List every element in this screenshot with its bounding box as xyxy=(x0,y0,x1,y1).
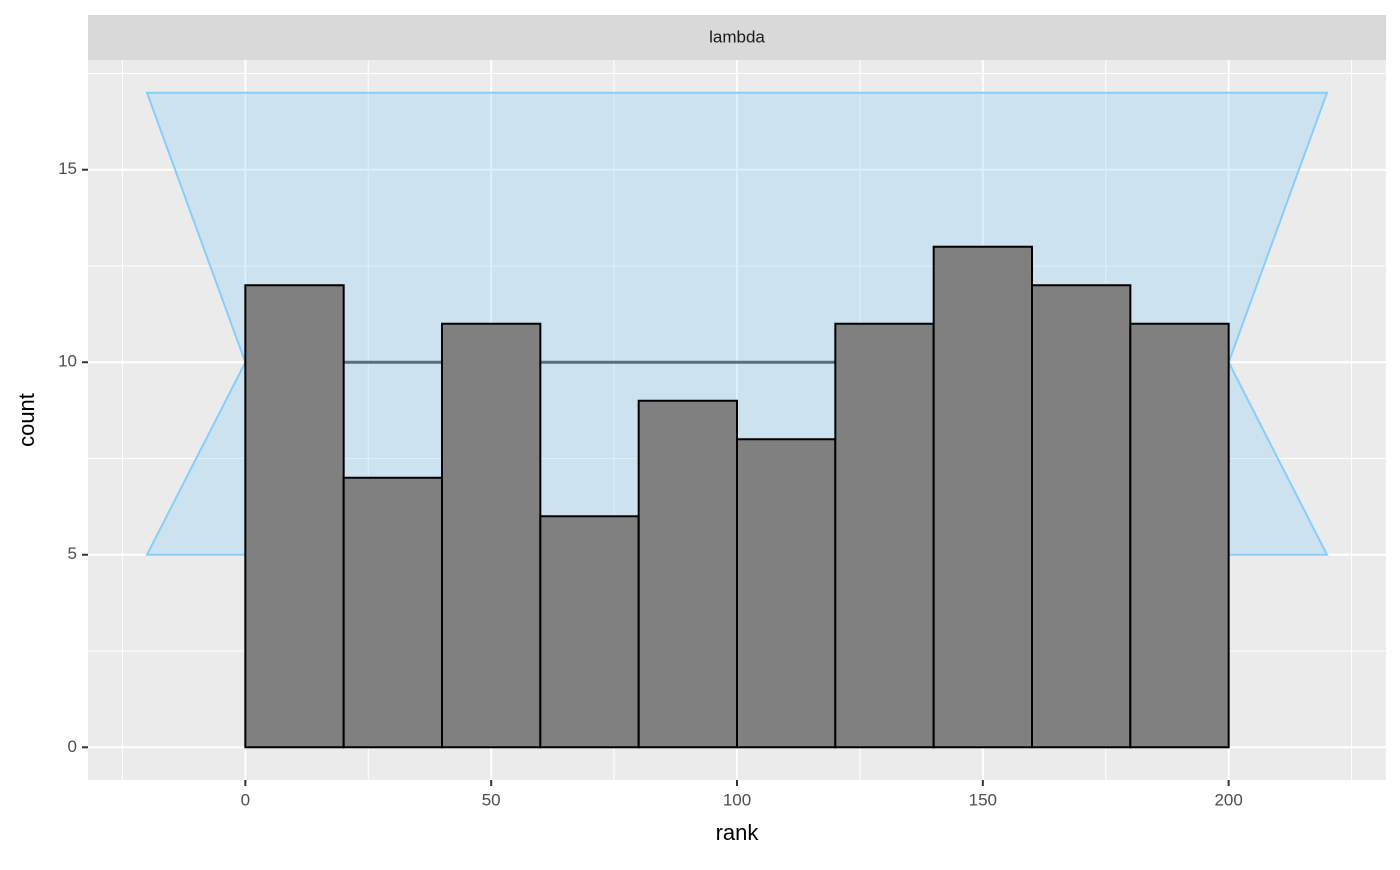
bar xyxy=(1129,322,1230,749)
y-axis-label: count xyxy=(14,393,39,447)
y-tick-label: 15 xyxy=(58,159,77,178)
bar xyxy=(244,284,345,749)
bar xyxy=(342,476,443,749)
bar xyxy=(539,515,640,749)
facet-strip xyxy=(88,15,1386,60)
y-tick-label: 0 xyxy=(68,737,77,756)
x-tick-label: 150 xyxy=(969,790,997,809)
x-tick-label: 50 xyxy=(482,790,501,809)
x-tick-label: 0 xyxy=(241,790,250,809)
x-tick-label: 100 xyxy=(723,790,751,809)
bar xyxy=(1031,284,1132,749)
bar xyxy=(834,322,935,749)
strip-label: lambda xyxy=(709,27,765,46)
bar xyxy=(637,399,739,749)
x-tick-label: 200 xyxy=(1214,790,1242,809)
bar xyxy=(932,245,1034,749)
bar xyxy=(441,322,542,749)
bar xyxy=(736,438,837,749)
x-axis-label: rank xyxy=(716,820,760,845)
y-tick-label: 10 xyxy=(58,352,77,371)
y-tick-label: 5 xyxy=(68,544,77,563)
